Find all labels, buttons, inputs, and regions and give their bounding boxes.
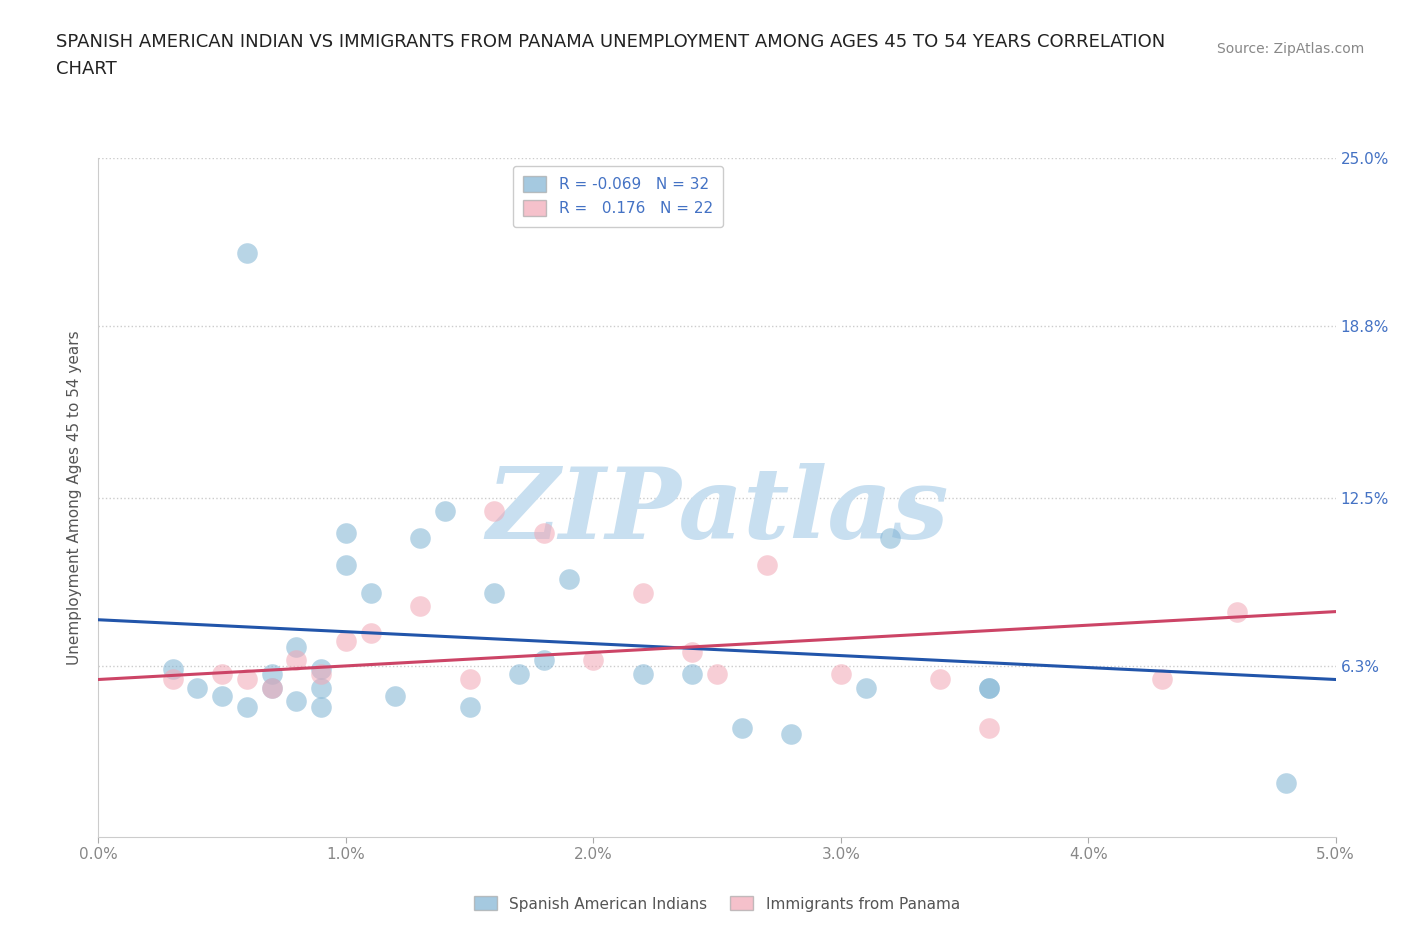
Point [335,558,357,573]
Point [508,667,530,682]
Point [879,531,901,546]
Legend: Spanish American Indians, Immigrants from Panama: Spanish American Indians, Immigrants fro… [468,890,966,918]
Point [1275,776,1298,790]
Text: SPANISH AMERICAN INDIAN VS IMMIGRANTS FROM PANAMA UNEMPLOYMENT AMONG AGES 45 TO : SPANISH AMERICAN INDIAN VS IMMIGRANTS FR… [56,33,1166,50]
Point [409,531,432,546]
Point [309,699,332,714]
Point [285,694,308,709]
Point [162,672,184,687]
Point [285,653,308,668]
Point [260,667,283,682]
Point [409,599,432,614]
Point [384,688,406,703]
Point [928,672,950,687]
Point [484,504,506,519]
Point [557,572,579,587]
Point [260,680,283,695]
Point [285,640,308,655]
Point [731,721,754,736]
Point [211,688,233,703]
Point [458,672,481,687]
Point [360,626,382,641]
Point [706,667,728,682]
Point [681,644,703,659]
Point [979,680,1001,695]
Point [979,721,1001,736]
Point [1226,604,1249,619]
Point [780,726,803,741]
Point [631,667,654,682]
Point [582,653,605,668]
Text: CHART: CHART [56,60,117,78]
Point [309,667,332,682]
Point [533,653,555,668]
Point [458,699,481,714]
Point [755,558,778,573]
Point [335,525,357,540]
Point [855,680,877,695]
Point [533,525,555,540]
Point [433,504,456,519]
Point [830,667,852,682]
Point [335,634,357,649]
Point [236,246,259,260]
Text: ZIPatlas: ZIPatlas [486,463,948,559]
Point [260,680,283,695]
Point [681,667,703,682]
Point [484,585,506,600]
Y-axis label: Unemployment Among Ages 45 to 54 years: Unemployment Among Ages 45 to 54 years [67,330,83,665]
Point [631,585,654,600]
Point [360,585,382,600]
Point [309,661,332,676]
Point [236,672,259,687]
Point [211,667,233,682]
Point [236,699,259,714]
Point [979,680,1001,695]
Text: Source: ZipAtlas.com: Source: ZipAtlas.com [1216,42,1364,56]
Point [186,680,208,695]
Point [1152,672,1174,687]
Point [309,680,332,695]
Point [162,661,184,676]
